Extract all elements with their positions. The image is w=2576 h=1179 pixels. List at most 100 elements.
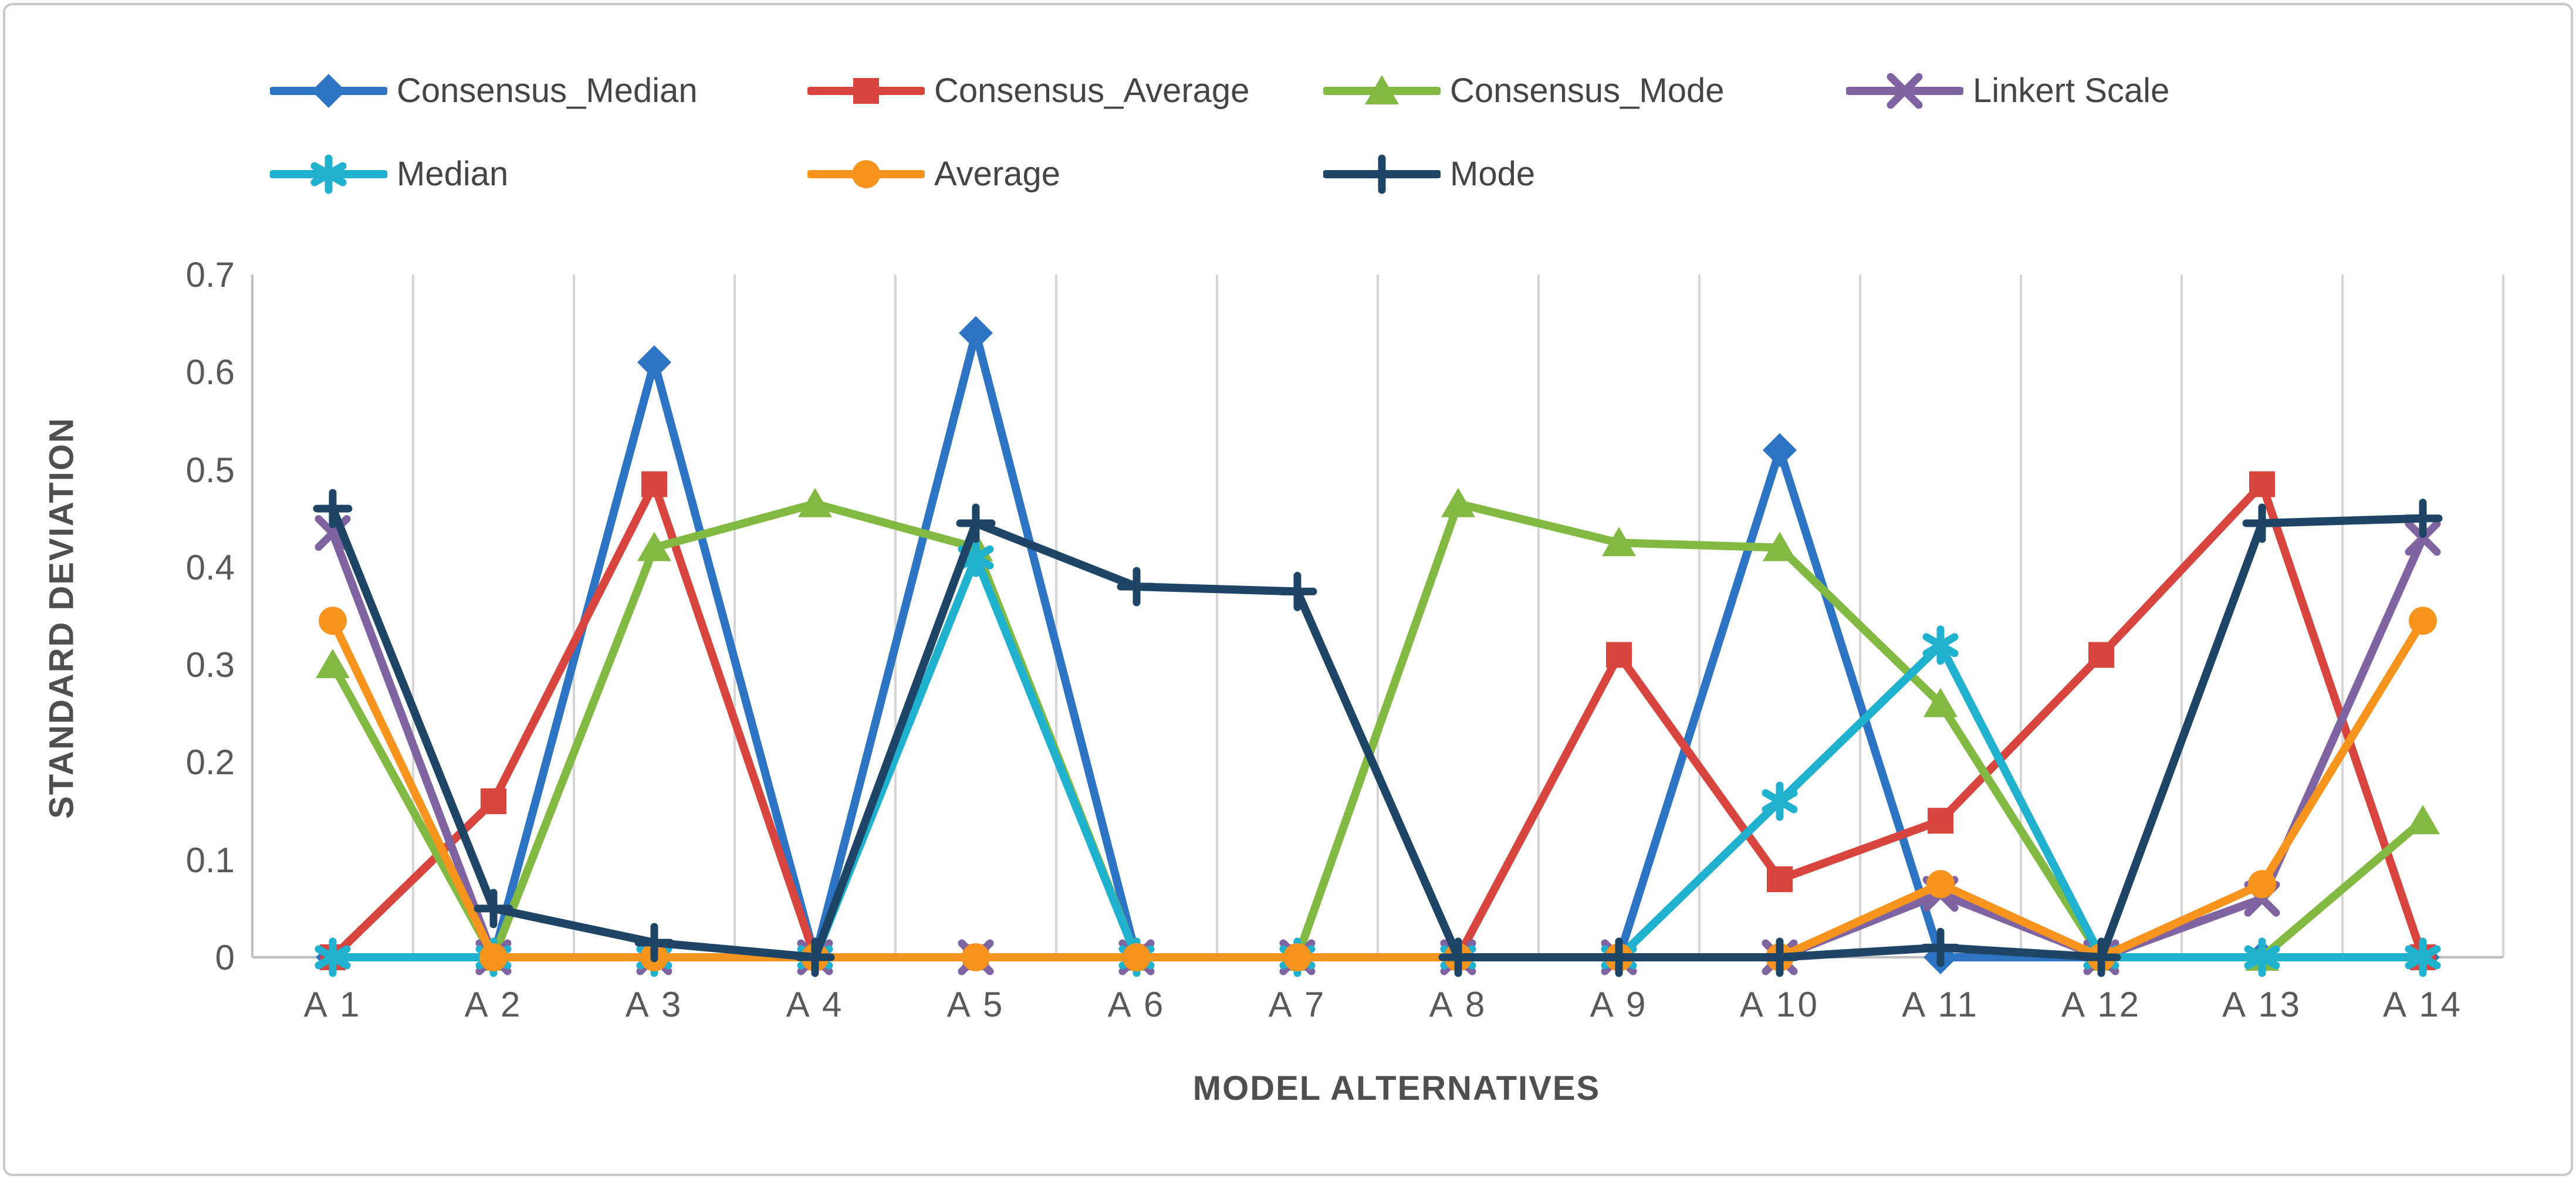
- data-point-marker-asterisk: [310, 154, 347, 194]
- data-point-marker-asterisk: [1762, 781, 1798, 821]
- data-point-marker-plus: [2242, 503, 2282, 543]
- legend-item-mode: Mode: [1323, 154, 1535, 195]
- x-tick-label: A 1: [303, 985, 362, 1024]
- data-point-marker-diamond: [637, 345, 671, 380]
- data-point-marker-square: [2249, 471, 2275, 497]
- data-point-marker-circle: [1926, 870, 1955, 899]
- data-point-marker-plus: [1362, 154, 1402, 194]
- data-point-marker-diamond: [959, 316, 993, 350]
- data-point-marker-diamond: [312, 74, 346, 108]
- data-point-marker-asterisk: [315, 937, 351, 977]
- data-point-marker-square: [2088, 642, 2114, 668]
- data-point-marker-plus: [1117, 567, 1157, 607]
- data-point-marker-plus: [313, 489, 353, 528]
- circle-legend-key-icon: [807, 160, 925, 188]
- legend-label: Consensus_Median: [397, 72, 698, 110]
- data-point-marker-plus: [2081, 937, 2121, 977]
- x-tick-label: A 10: [1739, 985, 1820, 1024]
- y-axis-title: STANDARD DEVIATION: [42, 417, 81, 819]
- x-tick-label: A 2: [464, 985, 523, 1024]
- legend-item-linkert-scale: Linkert Scale: [1846, 70, 2169, 111]
- x-legend-key-icon: [1846, 73, 1963, 109]
- data-point-marker-triangle: [1923, 687, 1958, 717]
- data-point-marker-square: [1767, 866, 1793, 892]
- y-tick-label: 0.6: [185, 353, 235, 392]
- data-point-marker-circle: [1283, 943, 1311, 971]
- x-tick-label: A 6: [1107, 985, 1166, 1024]
- legend-item-median: Median: [270, 154, 508, 195]
- data-point-marker-plus: [634, 923, 674, 963]
- y-tick-label: 0.7: [185, 255, 235, 294]
- legend-label: Linkert Scale: [1973, 72, 2170, 110]
- triangle-legend-key-icon: [1323, 75, 1441, 104]
- x-tick-label: A 5: [946, 985, 1005, 1024]
- legend-item-consensus-median: Consensus_Median: [270, 70, 698, 111]
- x-tick-label: A 8: [1429, 985, 1488, 1024]
- y-tick-label: 0.2: [185, 743, 235, 782]
- data-point-marker-circle: [2409, 607, 2437, 635]
- data-point-marker-circle: [319, 607, 347, 635]
- x-tick-label: A 13: [2222, 985, 2303, 1024]
- series-mode: [313, 489, 2443, 977]
- asterisk-legend-key-icon: [270, 154, 387, 194]
- y-tick-label: 0: [215, 938, 235, 977]
- y-tick-label: 0.3: [185, 645, 235, 685]
- legend-label: Average: [934, 155, 1060, 193]
- data-point-marker-triangle: [1365, 75, 1399, 104]
- x-tick-label: A 3: [625, 985, 684, 1024]
- data-point-marker-circle: [2248, 870, 2276, 899]
- legend-item-consensus-mode: Consensus_Mode: [1323, 70, 1725, 111]
- legend-label: Consensus_Average: [934, 72, 1250, 110]
- x-tick-label: A 11: [1902, 985, 1979, 1024]
- legend-label: Median: [397, 155, 509, 193]
- data-point-marker-square: [1606, 642, 1632, 668]
- data-point-marker-circle: [962, 943, 990, 971]
- data-point-marker-triangle: [637, 531, 671, 561]
- data-point-marker-square: [1928, 808, 1953, 834]
- data-point-marker-square: [641, 471, 667, 497]
- x-tick-label: A 9: [1590, 985, 1648, 1024]
- data-point-marker-square: [853, 78, 879, 104]
- data-point-marker-plus: [956, 503, 996, 543]
- data-point-marker-plus: [2403, 499, 2443, 538]
- data-point-marker-asterisk: [1922, 625, 1959, 665]
- y-tick-label: 0.4: [185, 547, 235, 587]
- data-point-marker-diamond: [1763, 433, 1797, 467]
- data-point-marker-plus: [1277, 571, 1317, 611]
- data-point-marker-triangle: [2406, 805, 2440, 835]
- data-point-marker-plus: [1921, 927, 1960, 967]
- data-point-marker-plus: [1438, 937, 1478, 977]
- x-axis-title: MODEL ALTERNATIVES: [1192, 1069, 1601, 1107]
- series-line: [329, 504, 2427, 961]
- x-tick-label: A 7: [1268, 985, 1327, 1024]
- data-point-marker-triangle: [1763, 531, 1797, 561]
- legend-label: Consensus_Mode: [1450, 72, 1725, 110]
- data-point-marker-triangle: [798, 487, 832, 517]
- data-point-marker-plus: [1760, 937, 1800, 977]
- diamond-legend-key-icon: [270, 74, 387, 108]
- y-tick-label: 0.1: [185, 840, 235, 880]
- data-point-marker-asterisk: [2244, 937, 2280, 977]
- legend-item-average: Average: [807, 154, 1060, 195]
- x-tick-label: A 12: [2061, 985, 2142, 1024]
- series-line: [329, 616, 2427, 961]
- square-legend-key-icon: [807, 78, 925, 104]
- data-point-marker-circle: [479, 943, 508, 971]
- data-point-marker-x: [1887, 73, 1923, 109]
- series-line: [329, 499, 2427, 961]
- legend-item-consensus-average: Consensus_Average: [807, 70, 1249, 111]
- data-point-marker-plus: [474, 889, 513, 929]
- data-point-marker-triangle: [1602, 527, 1636, 557]
- data-point-marker-asterisk: [2405, 937, 2441, 977]
- legend-label: Mode: [1450, 155, 1536, 193]
- data-point-marker-plus: [1599, 937, 1639, 977]
- data-point-marker-circle: [852, 160, 880, 188]
- x-tick-label: A 4: [786, 985, 844, 1024]
- data-point-marker-triangle: [1441, 487, 1475, 517]
- x-tick-label: A 14: [2382, 985, 2463, 1024]
- plus-legend-key-icon: [1323, 154, 1441, 194]
- y-tick-label: 0.5: [185, 450, 235, 490]
- data-point-marker-circle: [1123, 943, 1151, 971]
